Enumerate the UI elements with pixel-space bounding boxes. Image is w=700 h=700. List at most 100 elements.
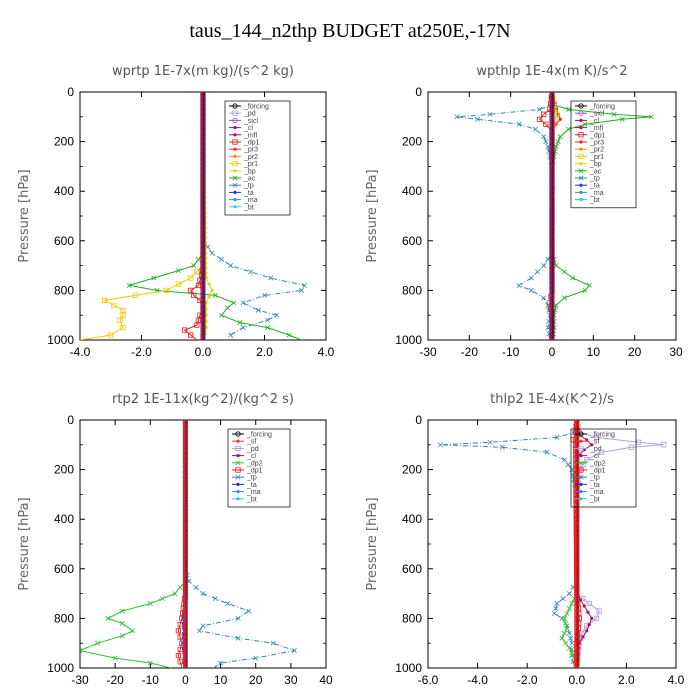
data-point bbox=[233, 133, 237, 137]
data-point bbox=[574, 625, 580, 631]
data-point bbox=[200, 253, 206, 259]
data-point bbox=[648, 114, 654, 120]
data-point bbox=[177, 634, 183, 640]
legend-entry: _forcing bbox=[243, 104, 269, 111]
data-point bbox=[182, 600, 189, 607]
y-tick-label: 200 bbox=[54, 135, 74, 149]
data-point bbox=[182, 484, 189, 490]
data-point bbox=[181, 327, 188, 333]
data-point bbox=[549, 92, 555, 95]
data-point bbox=[182, 457, 189, 463]
data-point bbox=[207, 295, 211, 299]
data-point bbox=[574, 519, 580, 525]
data-point bbox=[574, 528, 580, 535]
data-point bbox=[549, 101, 555, 108]
y-tick-label: 800 bbox=[54, 611, 74, 625]
data-point bbox=[475, 116, 481, 122]
legend-entry: _ac bbox=[589, 168, 602, 175]
legend-entry: _bt bbox=[589, 197, 600, 204]
data-point bbox=[200, 163, 206, 169]
panel-title: thlp2 1E-4x(K^2)/s bbox=[490, 392, 614, 407]
legend-entry: _cl bbox=[589, 453, 599, 460]
data-point bbox=[286, 332, 292, 338]
y-tick-label: 600 bbox=[54, 234, 74, 248]
data-point bbox=[182, 543, 189, 550]
data-point bbox=[246, 608, 252, 614]
data-point bbox=[549, 141, 555, 147]
data-point bbox=[200, 143, 206, 150]
y-tick-label: 800 bbox=[402, 283, 422, 297]
panel-title: wpthlp 1E-4x(m K)/s^2 bbox=[476, 64, 627, 79]
data-point bbox=[248, 269, 254, 275]
data-point bbox=[182, 432, 189, 438]
data-point bbox=[549, 270, 555, 276]
data-point bbox=[200, 153, 206, 160]
data-point bbox=[182, 424, 189, 431]
data-point bbox=[298, 287, 304, 293]
data-point bbox=[574, 464, 580, 470]
legend-entry: _pr2 bbox=[589, 147, 604, 154]
data-point bbox=[579, 118, 583, 122]
main-title: taus_144_n2thp BUDGET at250E,-17N bbox=[189, 20, 511, 42]
data-point bbox=[563, 620, 569, 626]
data-point bbox=[182, 466, 189, 473]
data-point bbox=[578, 431, 584, 437]
data-point bbox=[225, 305, 231, 311]
data-point bbox=[574, 652, 580, 659]
data-point bbox=[182, 459, 189, 465]
data-point bbox=[212, 292, 218, 298]
y-tick-label: 200 bbox=[54, 463, 74, 477]
y-tick-label: 600 bbox=[54, 562, 74, 576]
data-point bbox=[262, 292, 267, 298]
data-point bbox=[574, 422, 580, 428]
x-tick-label: 0 bbox=[182, 673, 189, 687]
data-point bbox=[582, 121, 588, 127]
data-point bbox=[549, 267, 555, 274]
data-point bbox=[574, 533, 580, 540]
data-point bbox=[182, 573, 189, 579]
data-point bbox=[182, 509, 189, 515]
data-point bbox=[535, 269, 541, 275]
data-point bbox=[549, 287, 555, 293]
y-tick-label: 1000 bbox=[47, 333, 74, 347]
data-point bbox=[182, 439, 189, 445]
data-point bbox=[549, 136, 555, 142]
data-point bbox=[549, 121, 555, 127]
data-point bbox=[193, 584, 199, 590]
data-point bbox=[119, 608, 125, 614]
data-point bbox=[574, 427, 580, 433]
data-point bbox=[182, 489, 189, 495]
data-point bbox=[574, 588, 580, 594]
data-point bbox=[200, 193, 206, 199]
data-point bbox=[574, 595, 580, 602]
data-point bbox=[218, 660, 224, 666]
data-point bbox=[574, 511, 580, 517]
data-point bbox=[528, 287, 534, 293]
data-point bbox=[200, 109, 206, 115]
legend-box bbox=[224, 100, 291, 216]
data-point bbox=[188, 287, 194, 294]
data-point bbox=[549, 143, 555, 150]
data-point bbox=[574, 640, 580, 646]
data-point bbox=[586, 600, 592, 607]
data-point bbox=[574, 576, 580, 582]
x-tick-label: 0 bbox=[549, 345, 556, 359]
data-point bbox=[574, 548, 580, 555]
data-point bbox=[541, 111, 547, 117]
data-point bbox=[182, 506, 189, 512]
data-point bbox=[182, 434, 189, 440]
data-point bbox=[200, 272, 206, 279]
data-point bbox=[574, 571, 580, 577]
legend-entry: _ta bbox=[589, 183, 600, 190]
data-point bbox=[200, 104, 206, 110]
data-point bbox=[574, 586, 580, 592]
data-point bbox=[200, 156, 206, 162]
legend: _forcing_sicl_cl_mfl_dp1_pr3_pr2_pr1_bp_… bbox=[570, 100, 637, 209]
y-tick-label: 800 bbox=[54, 283, 74, 297]
data-point bbox=[200, 134, 206, 140]
data-point bbox=[194, 322, 200, 328]
data-point bbox=[255, 307, 261, 313]
data-point bbox=[553, 263, 559, 269]
data-point bbox=[574, 420, 580, 426]
